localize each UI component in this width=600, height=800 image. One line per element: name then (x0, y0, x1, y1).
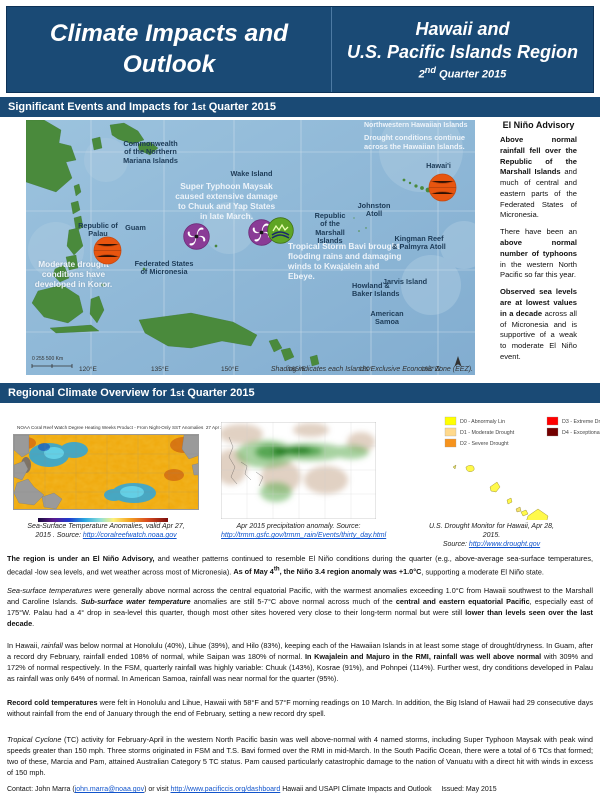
svg-text:D0 - Abnormaly Lin: D0 - Abnormaly Lin (460, 419, 505, 425)
svg-text:0 255 500 Km: 0 255 500 Km (32, 356, 63, 362)
svg-text:D1 - Moderate Drought: D1 - Moderate Drought (460, 430, 515, 436)
svg-text:D2 - Severe Drought: D2 - Severe Drought (460, 441, 509, 447)
svg-text:D3 - Extreme Drought: D3 - Extreme Drought (562, 419, 600, 425)
svg-text:D4 - Exceptional Drought: D4 - Exceptional Drought (562, 430, 600, 436)
